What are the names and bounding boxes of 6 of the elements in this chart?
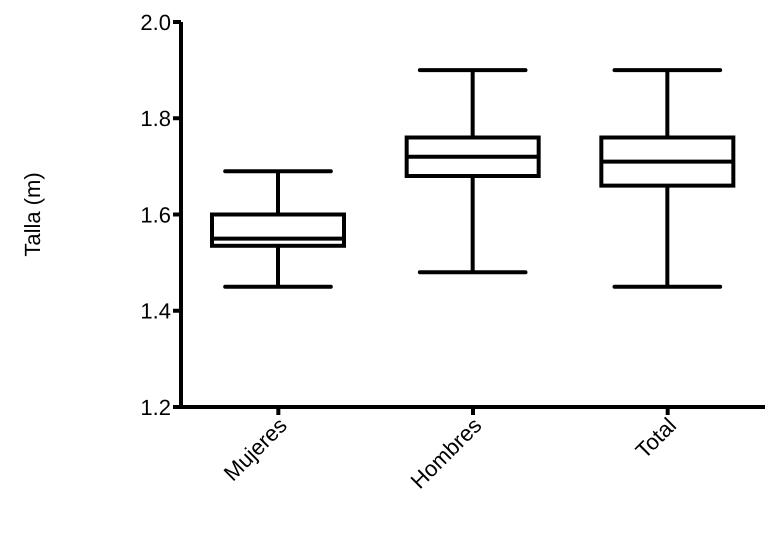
y-tick-label: 1.6 xyxy=(140,202,171,228)
y-tick-label: 2.0 xyxy=(140,10,171,35)
y-tick-label: 1.8 xyxy=(140,106,171,132)
y-tick-label: 1.4 xyxy=(140,298,171,324)
y-axis-title: Talla (m) xyxy=(20,172,45,257)
y-tick-label: 1.2 xyxy=(140,394,171,420)
